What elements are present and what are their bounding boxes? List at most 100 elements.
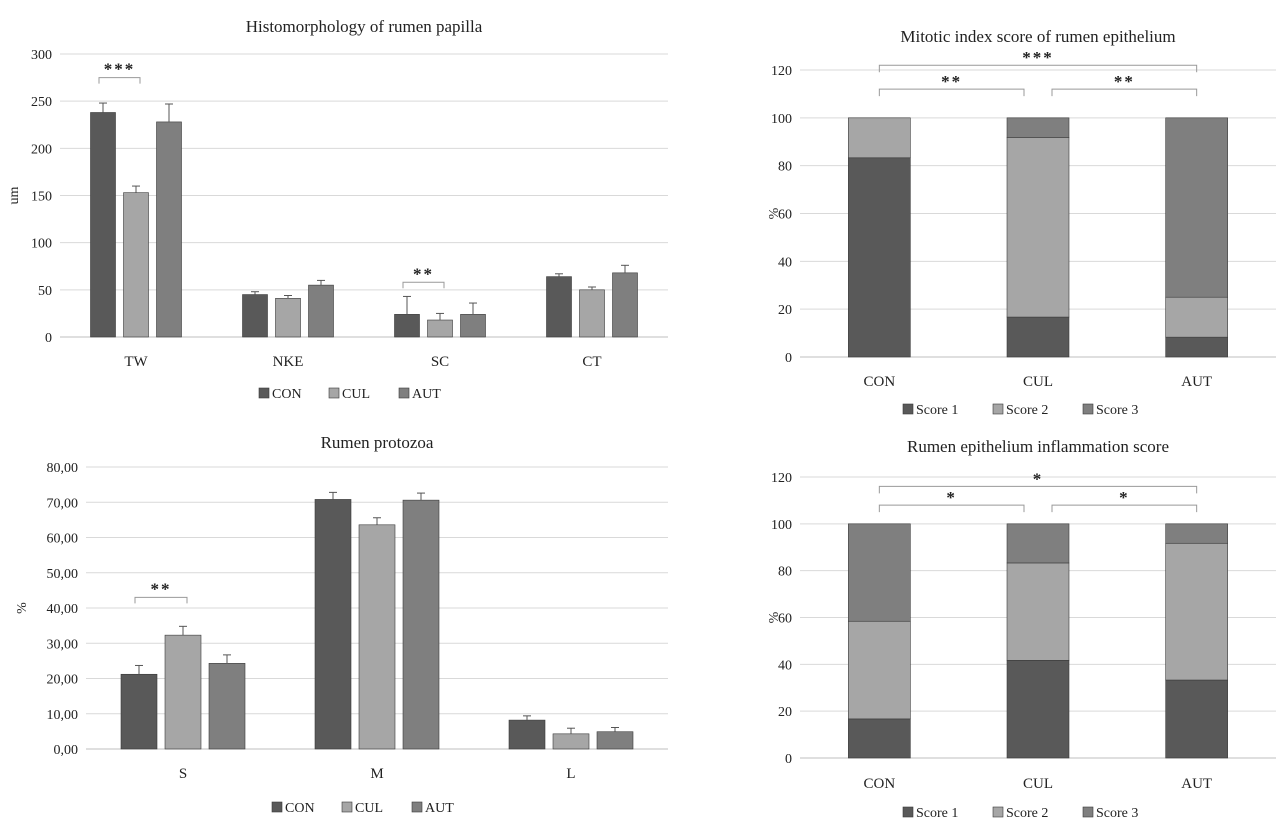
bar-aut-sc bbox=[460, 314, 486, 338]
bar-segment-score-1-con bbox=[848, 157, 911, 358]
significance-bracket bbox=[1051, 504, 1198, 513]
y-tick-label: 250 bbox=[31, 95, 52, 110]
bar-segment-score-3-cul bbox=[1006, 117, 1070, 138]
bar-con-ct bbox=[546, 276, 572, 338]
bar-aut-tw bbox=[156, 121, 182, 338]
chart-svg: Histomorphology of rumen papilla 0 50 100 15… bbox=[7, 17, 668, 402]
bar-segment-score-3-con bbox=[848, 523, 911, 622]
legend-label: Score 1 bbox=[916, 403, 958, 418]
bar-con-nke bbox=[242, 294, 268, 338]
significance-label: *** bbox=[104, 60, 136, 79]
bar-segment-score-1-cul bbox=[1006, 316, 1070, 358]
bar-aut-ct bbox=[612, 272, 638, 338]
y-tick-label: 50,00 bbox=[47, 567, 79, 582]
legend-swatch bbox=[902, 806, 914, 818]
protozoa-chart: Rumen protozoa 0,00 10,00 20,00 30,00 40,00 50… bbox=[0, 412, 680, 824]
significance-bracket bbox=[878, 504, 1025, 513]
y-axis-label: % bbox=[15, 602, 30, 614]
legend-swatch bbox=[1082, 403, 1094, 415]
legend-label: Score 2 bbox=[1006, 806, 1048, 821]
legend-swatch bbox=[258, 387, 270, 399]
significance-label: *** bbox=[1022, 48, 1054, 67]
legend-label: CON bbox=[285, 801, 315, 816]
legend-swatch bbox=[328, 387, 340, 399]
bar-cul-ct bbox=[579, 289, 605, 338]
y-tick-label: 0,00 bbox=[54, 743, 79, 758]
bar-segment-score-1-con bbox=[848, 718, 911, 759]
y-tick-label: 20 bbox=[778, 303, 792, 318]
significance-label: * bbox=[946, 488, 957, 507]
bar-aut-nke bbox=[308, 284, 334, 338]
legend-label: AUT bbox=[425, 801, 454, 816]
y-tick-label: 40,00 bbox=[47, 602, 79, 617]
significance-label: ** bbox=[151, 579, 172, 598]
x-tick-label: S bbox=[179, 766, 187, 782]
y-tick-label: 100 bbox=[771, 112, 792, 127]
histomorphology-chart: Histomorphology of rumen papilla 0 50 100 15… bbox=[0, 0, 680, 410]
bar-segment-score-1-cul bbox=[1006, 660, 1070, 759]
legend-swatch bbox=[1082, 806, 1094, 818]
chart-title: Mitotic index score of rumen epithelium bbox=[900, 27, 1175, 46]
x-tick-label: SC bbox=[431, 354, 449, 370]
legend-label: Score 2 bbox=[1006, 403, 1048, 418]
legend-label: CUL bbox=[342, 387, 370, 402]
significance-bracket bbox=[402, 281, 445, 289]
y-axis-label: % bbox=[767, 207, 782, 219]
chart-svg: Rumen protozoa 0,00 10,00 20,00 30,00 40,00 50… bbox=[15, 433, 668, 816]
bar-segment-score-2-cul bbox=[1006, 562, 1070, 661]
x-tick-label: L bbox=[566, 766, 575, 782]
bar-segment-score-2-con bbox=[848, 620, 911, 720]
significance-bracket bbox=[878, 485, 1198, 494]
bar-cul-sc bbox=[427, 319, 453, 338]
legend-label: CON bbox=[272, 387, 302, 402]
y-tick-label: 60,00 bbox=[47, 532, 79, 547]
legend-swatch bbox=[398, 387, 410, 399]
x-tick-label: M bbox=[370, 766, 383, 782]
y-tick-label: 0 bbox=[785, 752, 792, 767]
significance-bracket bbox=[98, 77, 141, 84]
chart-svg: Rumen epithelium inflammation score 0 20 40… bbox=[767, 437, 1276, 821]
bar-segment-score-3-aut bbox=[1165, 117, 1228, 298]
y-tick-label: 80 bbox=[778, 565, 792, 580]
y-tick-label: 80,00 bbox=[47, 461, 79, 476]
mitotic-index-chart: Mitotic index score of rumen epithelium 0… bbox=[740, 0, 1283, 420]
bar-segment-score-3-cul bbox=[1006, 523, 1070, 564]
y-tick-label: 70,00 bbox=[47, 496, 79, 511]
bar-con-tw bbox=[90, 112, 116, 338]
bar-aut-l bbox=[596, 731, 634, 750]
y-tick-label: 80 bbox=[778, 160, 792, 175]
legend-swatch bbox=[411, 801, 423, 813]
y-tick-label: 0 bbox=[785, 351, 792, 366]
x-tick-label: CT bbox=[582, 354, 601, 370]
chart-title: Histomorphology of rumen papilla bbox=[246, 17, 483, 36]
bar-segment-score-2-aut bbox=[1165, 296, 1228, 338]
legend-label: Score 1 bbox=[916, 806, 958, 821]
y-tick-label: 60 bbox=[778, 208, 792, 223]
y-tick-label: 120 bbox=[771, 64, 792, 79]
legend-label: Score 3 bbox=[1096, 403, 1138, 418]
x-tick-label: CON bbox=[863, 776, 895, 792]
y-tick-label: 50 bbox=[38, 284, 52, 299]
bar-cul-l bbox=[552, 733, 590, 750]
bar-segment-score-2-cul bbox=[1006, 137, 1070, 318]
bar-segment-score-3-aut bbox=[1165, 523, 1228, 544]
chart-title: Rumen epithelium inflammation score bbox=[907, 437, 1169, 456]
bar-con-m bbox=[314, 499, 352, 750]
y-tick-label: 300 bbox=[31, 48, 52, 63]
x-tick-label: AUT bbox=[1181, 374, 1212, 390]
significance-label: ** bbox=[1114, 72, 1135, 91]
legend-swatch bbox=[992, 806, 1004, 818]
x-tick-label: CUL bbox=[1023, 374, 1053, 390]
bar-segment-score-2-con bbox=[848, 117, 911, 159]
y-tick-label: 100 bbox=[31, 237, 52, 252]
legend-label: AUT bbox=[412, 387, 441, 402]
x-tick-label: AUT bbox=[1181, 776, 1212, 792]
y-tick-label: 10,00 bbox=[47, 708, 79, 723]
y-tick-label: 0 bbox=[45, 331, 52, 346]
bar-con-l bbox=[508, 719, 546, 750]
significance-label: ** bbox=[413, 264, 434, 283]
significance-bracket bbox=[1051, 88, 1198, 97]
legend-swatch bbox=[341, 801, 353, 813]
y-tick-label: 200 bbox=[31, 142, 52, 157]
y-tick-label: 20,00 bbox=[47, 673, 79, 688]
